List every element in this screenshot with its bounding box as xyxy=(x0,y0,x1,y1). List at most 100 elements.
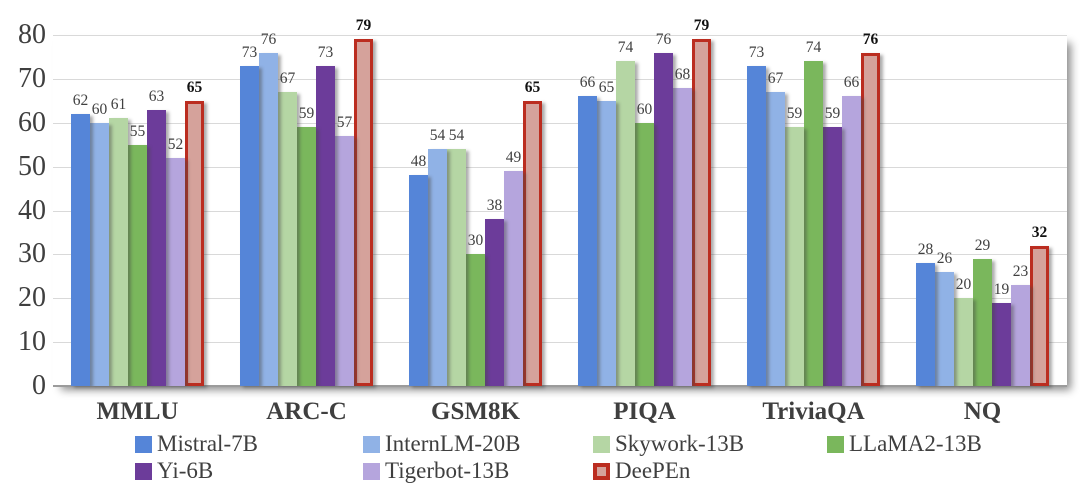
y-tick-label-80: 80 xyxy=(18,19,46,50)
x-axis-baseline xyxy=(53,385,1067,387)
gridline-40 xyxy=(53,210,1067,212)
bar-Tigerbot-13B-TriviaQA xyxy=(842,96,861,386)
legend-item-LLaMA2-13B: LLaMA2-13B xyxy=(827,431,982,457)
bar-Tigerbot-13B-GSM8K xyxy=(504,171,523,386)
value-label-Tigerbot-13B-ARC-C: 57 xyxy=(336,113,353,131)
gridline-70 xyxy=(53,78,1067,80)
bar-DeePEn-ARC-C xyxy=(354,39,373,386)
value-label-Mistral-7B-ARC-C: 73 xyxy=(241,43,258,61)
legend-swatch-Mistral-7B-icon xyxy=(135,435,152,453)
bar-DeePEn-TriviaQA xyxy=(861,52,880,386)
bar-LLaMA2-13B-MMLU xyxy=(128,144,147,386)
category-label-MMLU: MMLU xyxy=(96,398,179,425)
bar-Yi-6B-MMLU xyxy=(147,109,166,386)
y-tick-label-20: 20 xyxy=(18,282,46,314)
bar-Mistral-7B-ARC-C xyxy=(240,65,259,386)
bar-LLaMA2-13B-NQ xyxy=(973,258,992,386)
bar-DeePEn-MMLU xyxy=(185,100,204,386)
value-label-DeePEn-NQ: 32 xyxy=(1031,223,1048,241)
value-label-InternLM-20B-PIQA: 65 xyxy=(598,78,615,96)
legend-item-Mistral-7B: Mistral-7B xyxy=(135,431,258,457)
value-label-Mistral-7B-NQ: 28 xyxy=(917,241,934,259)
value-label-Mistral-7B-PIQA: 66 xyxy=(579,74,596,92)
value-label-LLaMA2-13B-MMLU: 55 xyxy=(129,122,146,140)
value-label-LLaMA2-13B-PIQA: 60 xyxy=(636,100,653,118)
bar-Mistral-7B-PIQA xyxy=(578,96,597,386)
category-label-GSM8K: GSM8K xyxy=(431,398,520,425)
gridline-60 xyxy=(53,122,1067,124)
y-tick-label-10: 10 xyxy=(18,326,46,358)
value-label-InternLM-20B-TriviaQA: 67 xyxy=(767,70,784,88)
value-label-Skywork-13B-TriviaQA: 59 xyxy=(786,105,803,123)
y-tick-label-0: 0 xyxy=(32,370,46,401)
bar-LLaMA2-13B-ARC-C xyxy=(297,127,316,386)
value-label-Skywork-13B-NQ: 20 xyxy=(955,276,972,294)
y-tick-label-40: 40 xyxy=(18,194,46,226)
bar-Skywork-13B-MMLU xyxy=(109,118,128,386)
legend-swatch-Yi-6B-icon xyxy=(135,462,152,480)
legend-label-LLaMA2-13B: LLaMA2-13B xyxy=(849,431,982,456)
value-label-Yi-6B-PIQA: 76 xyxy=(655,30,672,48)
legend-swatch-LLaMA2-13B-icon xyxy=(827,435,844,453)
value-label-LLaMA2-13B-TriviaQA: 74 xyxy=(805,39,822,57)
gridline-10 xyxy=(53,342,1067,344)
bar-Mistral-7B-NQ xyxy=(916,263,935,386)
legend-label-DeePEn: DeePEn xyxy=(615,458,691,483)
bar-Skywork-13B-GSM8K xyxy=(447,149,466,386)
bar-InternLM-20B-NQ xyxy=(935,271,954,386)
bar-Yi-6B-GSM8K xyxy=(485,219,504,386)
bar-Skywork-13B-NQ xyxy=(954,298,973,386)
value-label-Yi-6B-GSM8K: 38 xyxy=(486,197,503,215)
legend-swatch-Skywork-13B-icon xyxy=(593,435,610,453)
value-label-Mistral-7B-GSM8K: 48 xyxy=(410,153,427,171)
legend-item-DeePEn: DeePEn xyxy=(593,458,690,484)
value-label-LLaMA2-13B-ARC-C: 59 xyxy=(298,105,315,123)
value-label-LLaMA2-13B-GSM8K: 30 xyxy=(467,232,484,250)
gridline-30 xyxy=(53,254,1067,256)
value-label-Tigerbot-13B-NQ: 23 xyxy=(1012,263,1029,281)
bar-DeePEn-GSM8K xyxy=(523,100,542,386)
bar-Mistral-7B-TriviaQA xyxy=(747,65,766,386)
legend-item-Skywork-13B: Skywork-13B xyxy=(593,431,744,457)
bar-DeePEn-NQ xyxy=(1030,245,1049,386)
bar-Mistral-7B-MMLU xyxy=(71,113,90,386)
legend-swatch-DeePEn-icon xyxy=(593,462,610,480)
value-label-Tigerbot-13B-GSM8K: 49 xyxy=(505,149,522,166)
value-label-Skywork-13B-MMLU: 61 xyxy=(110,96,127,114)
y-tick-label-70: 70 xyxy=(18,62,46,94)
bar-Tigerbot-13B-PIQA xyxy=(673,87,692,386)
bar-LLaMA2-13B-TriviaQA xyxy=(804,61,823,386)
value-label-Mistral-7B-TriviaQA: 73 xyxy=(748,43,765,61)
category-label-PIQA: PIQA xyxy=(613,398,676,425)
value-label-InternLM-20B-GSM8K: 54 xyxy=(429,127,446,145)
value-label-Tigerbot-13B-PIQA: 68 xyxy=(674,65,691,83)
bar-LLaMA2-13B-GSM8K xyxy=(466,254,485,386)
bar-Tigerbot-13B-ARC-C xyxy=(335,135,354,386)
bar-Skywork-13B-TriviaQA xyxy=(785,127,804,386)
legend-item-Yi-6B: Yi-6B xyxy=(135,458,213,484)
value-label-DeePEn-MMLU: 65 xyxy=(186,78,203,96)
value-label-Yi-6B-ARC-C: 73 xyxy=(317,43,334,61)
value-label-Yi-6B-NQ: 19 xyxy=(993,280,1010,298)
bar-DeePEn-PIQA xyxy=(692,39,711,386)
legend-label-Skywork-13B: Skywork-13B xyxy=(615,431,745,456)
legend-swatch-InternLM-20B-icon xyxy=(363,435,380,453)
y-tick-label-30: 30 xyxy=(18,238,46,270)
value-label-Yi-6B-MMLU: 63 xyxy=(148,87,165,105)
gridline-50 xyxy=(53,166,1067,168)
value-label-DeePEn-ARC-C: 79 xyxy=(355,17,372,35)
value-label-InternLM-20B-ARC-C: 76 xyxy=(260,30,277,48)
category-label-ARC-C: ARC-C xyxy=(266,398,347,425)
legend-label-Tigerbot-13B: Tigerbot-13B xyxy=(385,458,510,483)
legend-swatch-Tigerbot-13B-icon xyxy=(363,462,380,480)
value-label-InternLM-20B-MMLU: 60 xyxy=(91,100,108,118)
bar-Yi-6B-TriviaQA xyxy=(823,127,842,386)
value-label-Skywork-13B-GSM8K: 54 xyxy=(448,127,465,145)
value-label-DeePEn-GSM8K: 65 xyxy=(524,78,541,96)
bar-Mistral-7B-GSM8K xyxy=(409,175,428,386)
value-label-Mistral-7B-MMLU: 62 xyxy=(72,91,89,109)
category-label-NQ: NQ xyxy=(963,398,1002,425)
bar-Yi-6B-PIQA xyxy=(654,52,673,386)
gridline-80 xyxy=(53,35,1067,36)
